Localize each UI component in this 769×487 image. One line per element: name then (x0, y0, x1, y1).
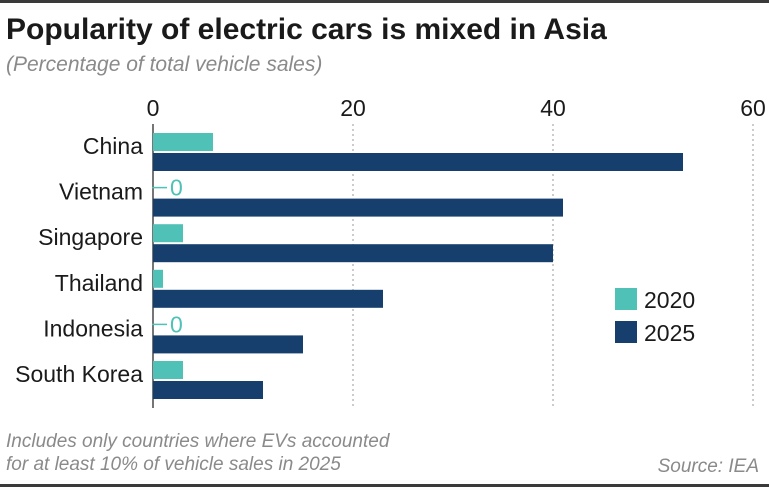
footnote-line-2: for at least 10% of vehicle sales in 202… (6, 454, 341, 475)
bar-2020-thailand (153, 269, 163, 288)
bottom-rule (0, 484, 769, 487)
bar-2020-singapore (153, 224, 183, 243)
x-tick-label-40: 40 (540, 95, 566, 121)
zero-label-2020-indonesia: 0 (170, 311, 183, 337)
x-tick-label-60: 60 (740, 95, 766, 121)
x-tick-label-0: 0 (147, 95, 160, 121)
category-label-singapore: Singapore (38, 224, 143, 250)
category-label-china: China (83, 133, 143, 159)
bar-2025-singapore (153, 244, 553, 263)
gridlines (152, 124, 754, 408)
footnote: Includes only countries where EVs accoun… (6, 430, 526, 476)
bar-2025-south-korea (153, 381, 263, 399)
bar-2025-thailand (153, 289, 383, 308)
bar-2025-china (153, 153, 683, 171)
chart-subtitle: (Percentage of total vehicle sales) (6, 53, 323, 76)
legend-label-2025: 2025 (644, 320, 695, 346)
category-label-south-korea: South Korea (15, 361, 143, 387)
category-label-indonesia: Indonesia (43, 315, 143, 341)
bar-2020-china (153, 133, 213, 151)
category-label-thailand: Thailand (55, 270, 143, 296)
bars: 00 (152, 133, 683, 399)
bar-2025-vietnam (153, 198, 563, 217)
category-label-vietnam: Vietnam (59, 179, 143, 205)
bar-2025-indonesia (153, 335, 303, 354)
footnote-line-1: Includes only countries where EVs accoun… (6, 431, 390, 452)
legend-label-2020: 2020 (644, 287, 695, 313)
x-axis-ticks: 0 20 40 60 (147, 95, 766, 121)
legend-swatch-2020 (615, 288, 637, 310)
top-rule (0, 0, 769, 3)
chart-title: Popularity of electric cars is mixed in … (6, 13, 607, 46)
legend-swatch-2025 (615, 321, 637, 343)
legend: 2020 2025 (615, 287, 695, 346)
bar-2020-south-korea (153, 361, 183, 379)
source-credit: Source: IEA (657, 456, 759, 477)
category-labels: China Vietnam Singapore Thailand Indonesia So… (15, 133, 143, 387)
zero-label-2020-vietnam: 0 (170, 175, 183, 201)
x-tick-label-20: 20 (340, 95, 366, 121)
